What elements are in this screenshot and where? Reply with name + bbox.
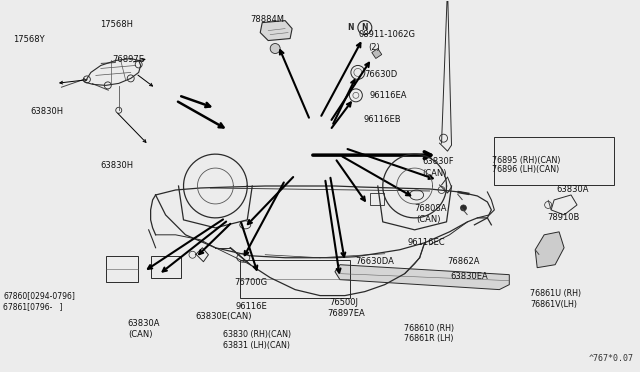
Text: 76700G: 76700G (234, 278, 267, 287)
Text: (CAN): (CAN) (416, 215, 441, 224)
Text: 76896 (LH)(CAN): 76896 (LH)(CAN) (492, 165, 559, 174)
Text: 76808A: 76808A (414, 204, 447, 213)
Polygon shape (535, 232, 564, 268)
Text: 76500J: 76500J (330, 298, 358, 307)
Text: (CAN): (CAN) (422, 169, 447, 177)
Text: N: N (348, 23, 354, 32)
Circle shape (460, 205, 467, 211)
Text: 76862A: 76862A (447, 257, 480, 266)
Text: 76895 (RH)(CAN): 76895 (RH)(CAN) (492, 155, 561, 164)
Polygon shape (335, 265, 509, 290)
Text: 96116EB: 96116EB (364, 115, 401, 124)
Text: 76630DA: 76630DA (356, 257, 395, 266)
Text: 76861R (LH): 76861R (LH) (404, 334, 454, 343)
Text: 76897EA: 76897EA (328, 310, 365, 318)
Text: 63830E(CAN): 63830E(CAN) (196, 312, 252, 321)
Text: (2): (2) (368, 42, 380, 51)
Text: 96116EC: 96116EC (408, 238, 445, 247)
Text: 17568H: 17568H (100, 20, 133, 29)
Text: 63830A: 63830A (127, 319, 160, 328)
Bar (494, 137, 614, 185)
Text: 63830H: 63830H (100, 161, 133, 170)
Polygon shape (372, 48, 382, 58)
Text: (CAN): (CAN) (129, 330, 153, 339)
Bar (240, 260, 350, 298)
Text: N: N (362, 23, 368, 32)
Text: 78884M: 78884M (250, 15, 284, 24)
Bar (370, 193, 384, 205)
Text: 08911-1062G: 08911-1062G (358, 29, 415, 39)
Text: 768610 (RH): 768610 (RH) (404, 324, 454, 333)
Text: 63830F: 63830F (422, 157, 454, 166)
Text: 67861[0796-   ]: 67861[0796- ] (3, 302, 63, 311)
Text: 76630D: 76630D (365, 70, 398, 79)
Text: 17568Y: 17568Y (13, 35, 44, 44)
Text: 76861V(LH): 76861V(LH) (531, 300, 577, 309)
Text: 96116E: 96116E (236, 302, 268, 311)
Text: 76861U (RH): 76861U (RH) (531, 289, 582, 298)
Circle shape (270, 44, 280, 54)
Text: 63830EA: 63830EA (451, 272, 488, 281)
Text: 76897E: 76897E (113, 55, 145, 64)
Text: 67860[0294-0796]: 67860[0294-0796] (3, 291, 75, 300)
Polygon shape (260, 20, 292, 41)
Text: 78910B: 78910B (547, 213, 579, 222)
Text: 63830H: 63830H (30, 108, 63, 116)
Text: 63830 (RH)(CAN): 63830 (RH)(CAN) (223, 330, 291, 340)
Text: 63830A: 63830A (556, 185, 588, 194)
Text: ^767*0.07: ^767*0.07 (589, 355, 634, 363)
Text: 63831 (LH)(CAN): 63831 (LH)(CAN) (223, 341, 290, 350)
Bar (150, 256, 180, 278)
Bar (106, 256, 138, 282)
Text: 96116EA: 96116EA (370, 91, 407, 100)
